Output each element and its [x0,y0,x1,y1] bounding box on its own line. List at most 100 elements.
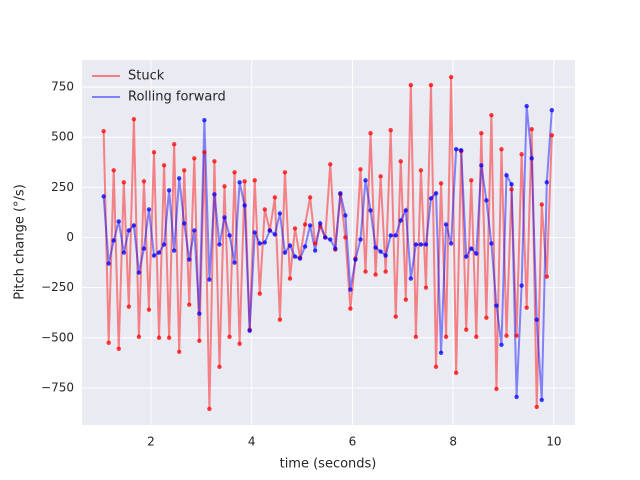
data-point [519,152,524,157]
data-point [489,241,494,246]
data-point [474,334,479,339]
data-point [418,242,424,247]
data-point [192,228,197,233]
data-point [131,116,137,122]
data-point [393,314,398,319]
data-point [524,305,529,310]
data-point [232,260,237,265]
data-point [136,270,142,275]
series-line [102,106,553,400]
data-point [358,237,363,242]
y-axis-label: Pitch change (°/s) [13,184,28,300]
data-point [378,249,383,254]
data-point [499,147,504,152]
data-point [197,311,202,316]
data-point [242,203,247,208]
data-point [343,235,348,240]
data-point [368,131,373,136]
x-tick-label: 2 [147,435,155,449]
data-point [292,254,298,259]
data-point [312,241,318,246]
data-point [489,112,494,118]
data-point [106,340,111,345]
data-point [197,338,202,343]
data-point [529,126,534,132]
data-point [443,334,449,339]
data-point [141,179,147,184]
data-point [423,285,429,290]
data-point [272,232,278,237]
data-point [494,386,499,392]
data-point [272,195,278,200]
data-point [363,178,368,183]
data-point [182,221,187,226]
data-point [111,168,116,173]
data-point [544,180,549,185]
data-point [438,181,444,186]
data-point [398,159,403,164]
data-point [464,254,469,259]
data-point [156,250,162,255]
data-point [217,364,222,370]
data-point [484,315,489,320]
data-point [343,213,348,218]
data-point [202,150,207,155]
data-point [227,334,232,339]
data-point [207,277,212,282]
data-point [433,364,439,370]
x-tick-label: 6 [349,435,357,449]
data-point [126,304,132,309]
data-point [368,208,373,213]
data-point [257,241,262,246]
data-point [448,241,454,246]
data-point [106,261,111,266]
data-point [524,103,529,109]
x-tick-label: 4 [248,435,256,449]
data-point [443,222,449,227]
data-point [534,404,539,410]
data-point [539,397,544,403]
data-point [469,246,474,251]
data-point [171,142,177,147]
data-point [317,224,323,229]
data-point [312,248,318,253]
x-axis-label: time (seconds) [280,457,377,472]
data-point [418,168,424,173]
data-point [252,230,257,235]
data-point [207,406,212,412]
data-point [237,341,242,346]
data-point [494,303,499,308]
data-point [509,182,514,187]
data-point [121,250,126,255]
data-point [539,202,544,207]
y-tick-label: 500 [51,130,74,144]
data-point [262,207,267,212]
data-point [544,274,549,279]
data-point [222,215,227,220]
data-point [413,242,419,247]
data-point [479,131,484,136]
data-point [287,276,293,281]
data-point [292,226,298,231]
data-point [458,148,464,153]
data-point [267,228,273,233]
data-point [393,233,398,238]
data-point [116,346,121,351]
data-point [549,107,555,113]
data-point [222,184,227,189]
data-point [534,317,539,322]
data-point [383,269,388,274]
data-point [433,191,439,196]
x-tick-label: 10 [546,435,561,449]
data-point [146,207,152,212]
data-point [121,180,126,185]
data-point [182,168,187,173]
data-point [338,191,343,196]
data-point [453,147,459,152]
data-point [192,156,197,161]
data-point [328,162,333,167]
data-point [464,327,469,332]
data-point [217,242,222,247]
